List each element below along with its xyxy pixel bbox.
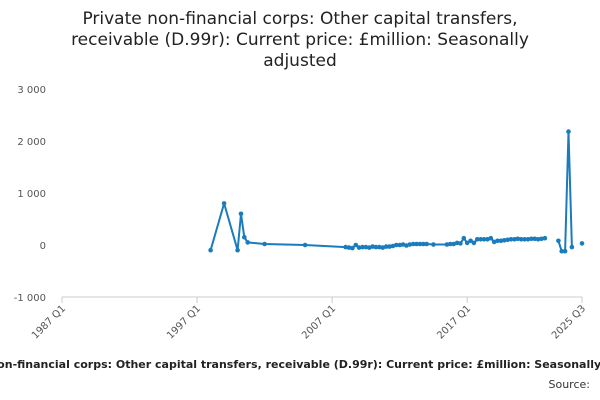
data-point[interactable] xyxy=(394,242,399,248)
data-point[interactable] xyxy=(444,242,450,247)
y-axis: 3 000 2 000 1 000 0 -1 000 xyxy=(14,85,46,304)
data-point[interactable] xyxy=(356,245,362,250)
data-point[interactable] xyxy=(464,240,470,246)
data-point[interactable] xyxy=(245,240,250,245)
data-point[interactable] xyxy=(262,241,267,247)
data-point[interactable] xyxy=(353,242,359,248)
chart-title: Private non-financial corps: Other capit… xyxy=(71,9,529,71)
data-point[interactable] xyxy=(542,235,548,241)
data-point[interactable] xyxy=(508,237,514,242)
data-point[interactable] xyxy=(221,201,227,206)
data-point[interactable] xyxy=(495,238,500,244)
chart-title-line-1: Private non-financial corps: Other capit… xyxy=(82,9,517,29)
data-point[interactable] xyxy=(410,241,416,247)
data-point[interactable] xyxy=(360,244,365,250)
data-point[interactable] xyxy=(478,237,484,242)
data-point[interactable] xyxy=(370,244,375,249)
plot-area xyxy=(208,129,585,254)
source-label: Source: xyxy=(549,378,591,391)
data-point[interactable] xyxy=(502,238,507,243)
data-point[interactable] xyxy=(481,237,487,242)
data-point[interactable] xyxy=(471,240,477,246)
data-point[interactable] xyxy=(539,236,544,242)
data-point[interactable] xyxy=(505,237,511,243)
data-point[interactable] xyxy=(343,244,348,250)
x-tick-label: 2017 Q1 xyxy=(435,303,473,341)
data-point[interactable] xyxy=(235,247,240,253)
data-point[interactable] xyxy=(515,236,521,242)
data-point[interactable] xyxy=(424,241,430,247)
series-line xyxy=(557,130,573,253)
data-point[interactable] xyxy=(383,244,389,249)
data-point[interactable] xyxy=(458,241,463,246)
data-point[interactable] xyxy=(363,244,369,250)
data-point[interactable] xyxy=(346,245,352,250)
x-tick-label: 1997 Q1 xyxy=(165,303,203,341)
data-point[interactable] xyxy=(350,245,355,251)
data-point[interactable] xyxy=(518,237,524,242)
chart-caption: Private non-financial corps: Other capit… xyxy=(0,358,600,371)
data-point[interactable] xyxy=(566,129,571,134)
chart-title-line-2: receivable (D.99r): Current price: £mill… xyxy=(71,30,529,50)
data-point[interactable] xyxy=(562,248,568,254)
data-point[interactable] xyxy=(238,211,244,217)
y-tick-label: -1 000 xyxy=(14,293,46,304)
data-point[interactable] xyxy=(468,238,473,244)
data-point[interactable] xyxy=(302,242,308,248)
data-point[interactable] xyxy=(242,234,247,240)
data-point[interactable] xyxy=(579,241,585,246)
chart-title-line-3: adjusted xyxy=(263,51,336,71)
x-tick-label: 1987 Q1 xyxy=(30,303,68,341)
y-tick-label: 1 000 xyxy=(17,189,46,200)
data-point[interactable] xyxy=(525,237,531,242)
data-point[interactable] xyxy=(377,244,382,250)
data-point[interactable] xyxy=(421,241,426,247)
data-point[interactable] xyxy=(559,248,564,254)
data-point[interactable] xyxy=(387,244,392,249)
data-point[interactable] xyxy=(532,236,537,242)
data-point[interactable] xyxy=(373,244,379,250)
data-point[interactable] xyxy=(208,247,213,253)
data-point[interactable] xyxy=(431,242,436,247)
data-point[interactable] xyxy=(535,237,541,242)
data-point[interactable] xyxy=(529,236,534,242)
data-point[interactable] xyxy=(414,241,419,247)
data-point[interactable] xyxy=(569,244,575,250)
y-tick-label: 2 000 xyxy=(17,137,46,148)
y-tick-label: 3 000 xyxy=(17,85,46,96)
data-point[interactable] xyxy=(461,235,467,241)
data-point[interactable] xyxy=(475,237,480,242)
data-point[interactable] xyxy=(556,238,561,244)
data-point[interactable] xyxy=(522,237,527,242)
data-point[interactable] xyxy=(448,241,453,247)
data-point[interactable] xyxy=(407,242,413,247)
x-axis: 1987 Q1 1997 Q1 2007 Q1 2017 Q1 2025 Q3 xyxy=(30,296,588,341)
data-point[interactable] xyxy=(488,235,494,241)
x-tick-label: 2025 Q3 xyxy=(550,303,588,341)
data-point[interactable] xyxy=(417,241,423,247)
x-tick-label: 2007 Q1 xyxy=(300,303,338,341)
y-tick-label: 0 xyxy=(40,241,46,252)
